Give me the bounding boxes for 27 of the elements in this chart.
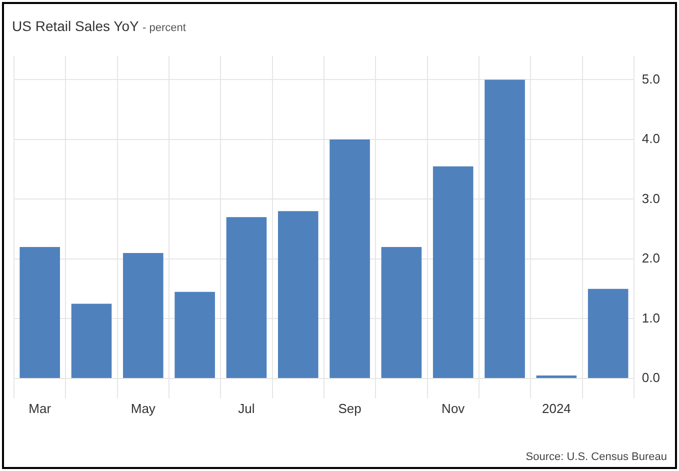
x-tick-label: Nov	[442, 400, 466, 416]
y-tick-label: 1.0	[642, 310, 660, 326]
x-tick-label: Sep	[338, 400, 362, 416]
bar	[330, 139, 370, 378]
y-tick-label: 3.0	[642, 190, 660, 206]
x-tick-label: May	[130, 400, 156, 416]
x-tick-label: 2024	[542, 400, 571, 416]
chart-title: US Retail Sales YoY	[12, 18, 139, 34]
source-note: Source: U.S. Census Bureau	[526, 451, 667, 463]
chart-subtitle: - percent	[142, 22, 186, 34]
bar	[432, 166, 474, 378]
bar	[71, 304, 112, 378]
y-tick-label: 4.0	[642, 131, 660, 146]
x-tick-label: Mar	[28, 400, 52, 416]
bar	[278, 211, 318, 378]
bar	[381, 247, 422, 378]
y-tick-label: 5.0	[642, 71, 660, 86]
y-tick-label: 0.0	[642, 370, 660, 386]
bar	[484, 80, 525, 378]
bar	[536, 375, 577, 378]
y-tick-label: 2.0	[642, 250, 660, 266]
bar	[588, 288, 628, 378]
x-tick-label: Jul	[238, 400, 255, 416]
bar	[226, 217, 267, 378]
bar	[123, 252, 164, 378]
bar	[20, 247, 60, 378]
bar	[174, 292, 215, 378]
